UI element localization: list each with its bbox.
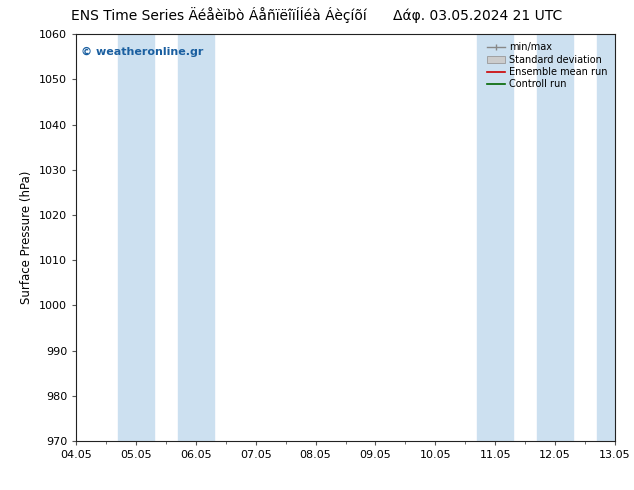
Bar (597, 34, 633, 441)
Bar (118, 34, 154, 441)
Bar (178, 34, 214, 441)
Y-axis label: Surface Pressure (hPa): Surface Pressure (hPa) (20, 171, 34, 304)
Legend: min/max, Standard deviation, Ensemble mean run, Controll run: min/max, Standard deviation, Ensemble me… (484, 39, 610, 92)
Bar (477, 34, 513, 441)
Bar (537, 34, 573, 441)
Text: ENS Time Series Äéåèïbò ÁåñïëîïÍÍéà Áèçíõí      Δάφ. 03.05.2024 21 UTC: ENS Time Series Äéåèïbò ÁåñïëîïÍÍéà Áèçí… (72, 7, 562, 24)
Text: © weatheronline.gr: © weatheronline.gr (81, 47, 204, 56)
